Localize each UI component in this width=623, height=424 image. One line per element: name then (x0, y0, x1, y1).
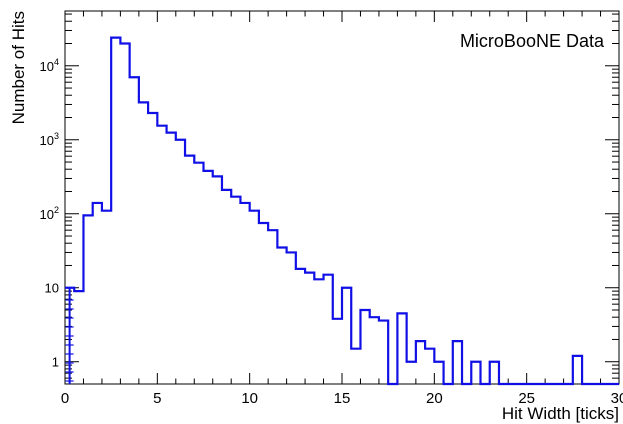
y-tick-label: 10 (45, 281, 59, 296)
x-tick-label: 30 (611, 390, 623, 407)
x-tick-label: 0 (61, 390, 69, 407)
y-tick-label: 102 (40, 205, 59, 222)
labels-group: MicroBooNE Data Hit Width [ticks] Number o… (9, 11, 619, 423)
y-tick-label: 1 (52, 355, 59, 370)
x-axis-label: Hit Width [ticks] (502, 404, 619, 423)
x-tick-label: 10 (241, 390, 258, 407)
plot-border (64, 10, 620, 385)
x-tick-label: 5 (153, 390, 161, 407)
data-histogram-line (65, 36, 619, 386)
series-group (65, 36, 619, 386)
x-tick-label: 20 (426, 390, 443, 407)
x-tick-label: 15 (334, 390, 351, 407)
y-axis-label: Number of Hits (9, 11, 28, 124)
plot-frame (64, 10, 620, 385)
y-tick-label: 103 (40, 131, 59, 148)
y-tick-label: 104 (40, 57, 59, 74)
x-axis-ticks: 0 5 10 15 20 25 30 (61, 11, 623, 407)
data-annotation: MicroBooNE Data (460, 31, 605, 51)
y-axis-ticks: 1 10 102 103 104 (40, 13, 619, 379)
x-tick-label: 25 (518, 390, 535, 407)
